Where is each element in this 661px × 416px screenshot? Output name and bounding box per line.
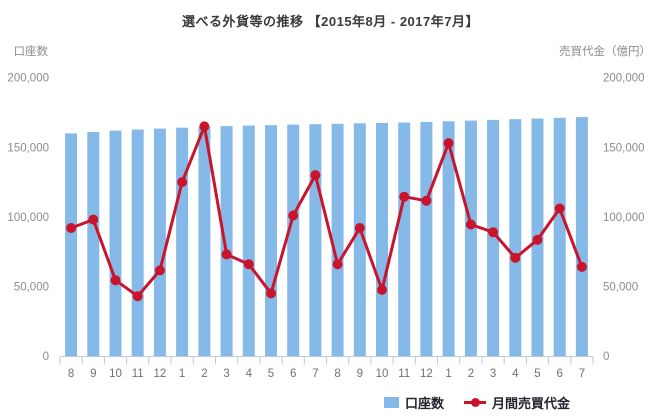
line-point-month-7-idx11[interactable]: [310, 170, 321, 181]
x-tick-label-4: 12: [154, 368, 167, 380]
x-tick-label-17: 1: [445, 368, 451, 380]
x-tick-label-10: 6: [290, 368, 296, 380]
bar-month-11-idx3[interactable]: [131, 129, 144, 356]
bar-month-3-idx7[interactable]: [220, 126, 233, 356]
monthly-trading-value-line[interactable]: [70, 124, 584, 298]
x-tick-label-9: 5: [268, 368, 274, 380]
legend-label-accounts: 口座数: [405, 396, 445, 411]
bar-month-4-idx20[interactable]: [509, 119, 522, 356]
line-point-month-5-idx9[interactable]: [266, 288, 276, 299]
x-tick-label-0: 8: [68, 368, 74, 380]
x-tick-label-12: 8: [334, 368, 340, 380]
bar-month-6-idx22[interactable]: [553, 117, 566, 356]
line-point-month-10-idx14[interactable]: [377, 284, 387, 295]
x-tick-label-6: 2: [201, 368, 207, 380]
bar-month-2-idx18[interactable]: [464, 120, 477, 356]
bar-month-9-idx13[interactable]: [353, 123, 366, 356]
legend: 口座数 月間売買代金: [384, 393, 570, 412]
x-tick-label-16: 12: [420, 368, 433, 380]
right-y-tick-label: 200,000: [603, 73, 645, 85]
line-point-month-1-idx5[interactable]: [177, 177, 188, 188]
legend-item-monthly-trading-value[interactable]: 月間売買代金: [464, 393, 570, 412]
x-tick-label-22: 6: [556, 368, 562, 380]
bar-month-9-idx1[interactable]: [87, 132, 100, 356]
x-tick-label-14: 10: [376, 368, 389, 380]
line-marker-icon: [464, 398, 487, 407]
x-tick-label-3: 11: [132, 368, 144, 380]
line-point-month-12-idx4[interactable]: [154, 265, 165, 276]
right-y-tick-label: 150,000: [603, 142, 645, 154]
line-point-month-8-idx12[interactable]: [332, 259, 343, 270]
x-tick-label-20: 4: [512, 368, 519, 380]
x-tick-label-21: 5: [534, 368, 540, 380]
line-point-month-6-idx10[interactable]: [288, 210, 299, 221]
bar-month-10-idx14[interactable]: [376, 122, 388, 357]
bar-month-2-idx6[interactable]: [198, 126, 211, 356]
bar-swatch-icon: [384, 397, 399, 408]
bar-month-8-idx12[interactable]: [331, 123, 344, 356]
chart-title: 選べる外貨等の推移 【2015年8月 - 2017年7月】: [182, 14, 479, 29]
line-point-month-3-idx19[interactable]: [488, 227, 499, 238]
bar-month-7-idx11[interactable]: [309, 124, 322, 356]
left-axis-title: 口座数: [13, 46, 49, 58]
line-point-month-11-idx15[interactable]: [399, 191, 410, 202]
bar-month-8-idx0[interactable]: [65, 133, 78, 356]
bar-month-5-idx9[interactable]: [265, 125, 277, 356]
bar-month-10-idx2[interactable]: [109, 130, 122, 356]
x-tick-label-19: 3: [490, 368, 496, 380]
left-y-tick-label: 50,000: [14, 281, 49, 293]
line-point-month-5-idx21[interactable]: [532, 234, 543, 245]
line-point-month-4-idx20[interactable]: [510, 252, 521, 263]
line-point-month-9-idx13[interactable]: [354, 223, 365, 233]
legend-item-accounts[interactable]: 口座数: [384, 393, 444, 412]
bar-month-6-idx10[interactable]: [287, 124, 300, 356]
line-point-month-2-idx18[interactable]: [465, 219, 476, 230]
line-point-month-1-idx17[interactable]: [443, 138, 454, 149]
bar-month-1-idx17[interactable]: [442, 121, 455, 356]
line-point-month-8-idx0[interactable]: [66, 223, 77, 233]
line-point-month-10-idx2[interactable]: [110, 275, 121, 286]
left-y-tick-label: 150,000: [7, 142, 49, 154]
bar-month-11-idx15[interactable]: [398, 122, 411, 357]
bar-month-1-idx5[interactable]: [176, 127, 189, 356]
line-point-month-3-idx7[interactable]: [221, 249, 232, 260]
line-point-month-12-idx16[interactable]: [421, 195, 432, 206]
x-tick-label-18: 2: [468, 368, 474, 380]
x-tick-label-11: 7: [312, 368, 318, 380]
x-tick-label-5: 1: [179, 368, 185, 380]
line-point-month-4-idx8[interactable]: [243, 259, 254, 270]
line-point-month-11-idx3[interactable]: [132, 291, 143, 302]
x-tick-label-2: 10: [109, 368, 122, 380]
bar-month-4-idx8[interactable]: [242, 125, 255, 356]
right-y-tick-label: 100,000: [603, 212, 645, 224]
x-tick-label-8: 4: [246, 368, 253, 380]
x-tick-label-23: 7: [579, 368, 585, 380]
line-point-month-2-idx6[interactable]: [199, 121, 210, 132]
left-y-tick-label: 0: [43, 351, 49, 363]
bar-month-12-idx4[interactable]: [153, 128, 166, 356]
left-y-tick-label: 200,000: [7, 73, 49, 85]
right-y-tick-label: 0: [603, 351, 609, 363]
x-tick-label-7: 3: [223, 368, 229, 380]
line-point-month-9-idx1[interactable]: [88, 214, 99, 225]
bar-month-3-idx19[interactable]: [487, 119, 500, 357]
x-tick-label-15: 11: [398, 368, 410, 380]
left-y-tick-label: 100,000: [7, 212, 49, 224]
bar-month-7-idx23[interactable]: [575, 117, 588, 356]
right-y-tick-label: 50,000: [603, 281, 638, 293]
x-tick-label-1: 9: [90, 368, 96, 380]
line-point-month-6-idx22[interactable]: [554, 203, 565, 214]
line-point-month-7-idx23[interactable]: [576, 261, 587, 272]
x-tick-label-13: 9: [357, 368, 363, 380]
legend-label-monthly-trading-value: 月間売買代金: [492, 396, 571, 411]
right-axis-title: 売買代金（億円）: [559, 46, 651, 58]
bar-month-12-idx16[interactable]: [420, 121, 433, 357]
